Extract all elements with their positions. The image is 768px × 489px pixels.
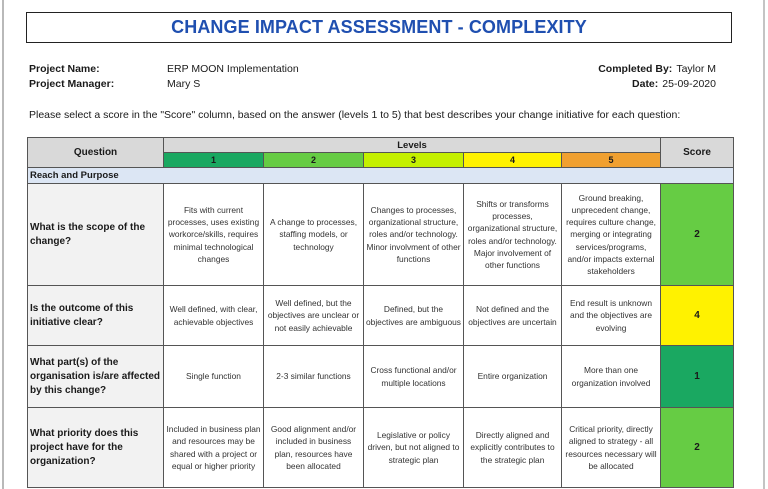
score-select[interactable]: 4	[660, 285, 735, 346]
answer-level-1: Well defined, with clear, achievable obj…	[163, 285, 264, 346]
answer-level-3: Cross functional and/or multiple locatio…	[363, 345, 464, 408]
level-3-header: 3	[363, 152, 464, 168]
assessment-table: Question Levels Score 1 2 3 4 5 Reach an…	[26, 137, 735, 488]
date-value[interactable]: 25-09-2020	[662, 78, 716, 90]
completed-by-label: Completed By:	[598, 63, 673, 75]
answer-level-5: End result is unknown and the objectives…	[560, 285, 662, 346]
project-name-label: Project Name:	[29, 63, 100, 75]
table-row: What priority does this project have for…	[27, 407, 735, 488]
question-priority: What priority does this project have for…	[27, 407, 164, 488]
question-scope: What is the scope of the change?	[27, 183, 164, 286]
instructions-text: Please select a score in the "Score" col…	[29, 109, 681, 121]
answer-level-5: Critical priority, directly aligned to s…	[560, 407, 662, 488]
answer-level-2: Well defined, but the objectives are unc…	[263, 285, 364, 346]
score-select[interactable]: 2	[660, 407, 735, 488]
page-title: CHANGE IMPACT ASSESSMENT - COMPLEXITY	[26, 12, 732, 43]
level-4-header: 4	[463, 152, 562, 168]
table-row: What is the scope of the change? Fits wi…	[27, 183, 735, 286]
question-affected-parts: What part(s) of the organisation is/are …	[27, 345, 164, 408]
answer-level-1: Fits with current processes, uses existi…	[163, 183, 264, 286]
project-info: Project Name: ERP MOON Implementation Pr…	[29, 62, 299, 92]
table-row: What part(s) of the organisation is/are …	[27, 345, 735, 408]
page-left-border	[2, 0, 4, 489]
answer-level-5: More than one organization involved	[560, 345, 662, 408]
answer-level-1: Included in business plan and resources …	[163, 407, 264, 488]
completion-info: Completed By: Taylor M Date: 25-09-2020	[598, 62, 716, 92]
answer-level-2: 2-3 similar functions	[263, 345, 364, 408]
answer-level-4: Entire organization	[463, 345, 562, 408]
section-reach-and-purpose: Reach and Purpose	[26, 167, 735, 184]
page-right-border	[763, 0, 765, 489]
answer-level-2: Good alignment and/or included in busine…	[263, 407, 364, 488]
answer-level-4: Shifts or transforms processes, organiza…	[463, 183, 562, 286]
answer-level-3: Legislative or policy driven, but not al…	[363, 407, 464, 488]
level-5-header: 5	[560, 152, 662, 168]
project-name-value[interactable]: ERP MOON Implementation	[167, 63, 299, 75]
project-manager-value[interactable]: Mary S	[167, 78, 201, 90]
score-select[interactable]: 2	[660, 183, 735, 286]
question-outcome: Is the outcome of this initiative clear?	[27, 285, 164, 346]
completed-by-value[interactable]: Taylor M	[676, 63, 716, 75]
answer-level-4: Directly aligned and explicitly contribu…	[463, 407, 562, 488]
project-manager-label: Project Manager:	[29, 78, 115, 90]
level-2-header: 2	[263, 152, 364, 168]
answer-level-3: Changes to processes, organizational str…	[363, 183, 464, 286]
answer-level-2: A change to processes, staffing models, …	[263, 183, 364, 286]
question-header: Question	[27, 137, 164, 168]
score-header: Score	[660, 137, 735, 168]
answer-level-1: Single function	[163, 345, 264, 408]
date-label: Date:	[632, 78, 659, 90]
answer-level-4: Not defined and the objectives are uncer…	[463, 285, 562, 346]
level-1-header: 1	[163, 152, 264, 168]
table-row: Is the outcome of this initiative clear?…	[27, 285, 735, 346]
score-select[interactable]: 1	[660, 345, 735, 408]
answer-level-5: Ground breaking, unprecedent change, req…	[560, 183, 662, 286]
levels-header: Levels	[162, 137, 662, 153]
answer-level-3: Defined, but the objectives are ambiguou…	[363, 285, 464, 346]
